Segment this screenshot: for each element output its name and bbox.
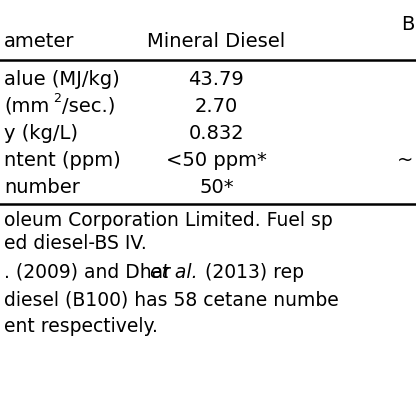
Text: 2: 2 — [53, 92, 61, 105]
Text: ~: ~ — [397, 151, 414, 170]
Text: /sec.): /sec.) — [62, 97, 115, 116]
Text: (2013) rep: (2013) rep — [198, 263, 304, 282]
Text: ed diesel-BS IV.: ed diesel-BS IV. — [4, 234, 147, 253]
Text: 2.70: 2.70 — [195, 97, 238, 116]
Text: et al.: et al. — [150, 263, 198, 282]
Text: <50 ppm*: <50 ppm* — [166, 151, 267, 170]
Text: oleum Corporation Limited. Fuel sp: oleum Corporation Limited. Fuel sp — [4, 211, 333, 230]
Text: ntent (ppm): ntent (ppm) — [4, 151, 121, 170]
Text: alue (MJ/kg): alue (MJ/kg) — [4, 69, 120, 89]
Text: ameter: ameter — [4, 32, 74, 51]
Text: 0.832: 0.832 — [188, 124, 244, 143]
Text: Bio: Bio — [401, 15, 416, 35]
Text: ent respectively.: ent respectively. — [4, 317, 158, 336]
Text: (mm: (mm — [4, 97, 50, 116]
Text: . (2009) and Dhar: . (2009) and Dhar — [4, 263, 177, 282]
Text: y (kg/L): y (kg/L) — [4, 124, 78, 143]
Text: number: number — [4, 178, 80, 197]
Text: 43.79: 43.79 — [188, 69, 244, 89]
Text: 50*: 50* — [199, 178, 234, 197]
Text: diesel (B100) has 58 cetane numbe: diesel (B100) has 58 cetane numbe — [4, 290, 339, 309]
Text: Mineral Diesel: Mineral Diesel — [147, 32, 285, 51]
